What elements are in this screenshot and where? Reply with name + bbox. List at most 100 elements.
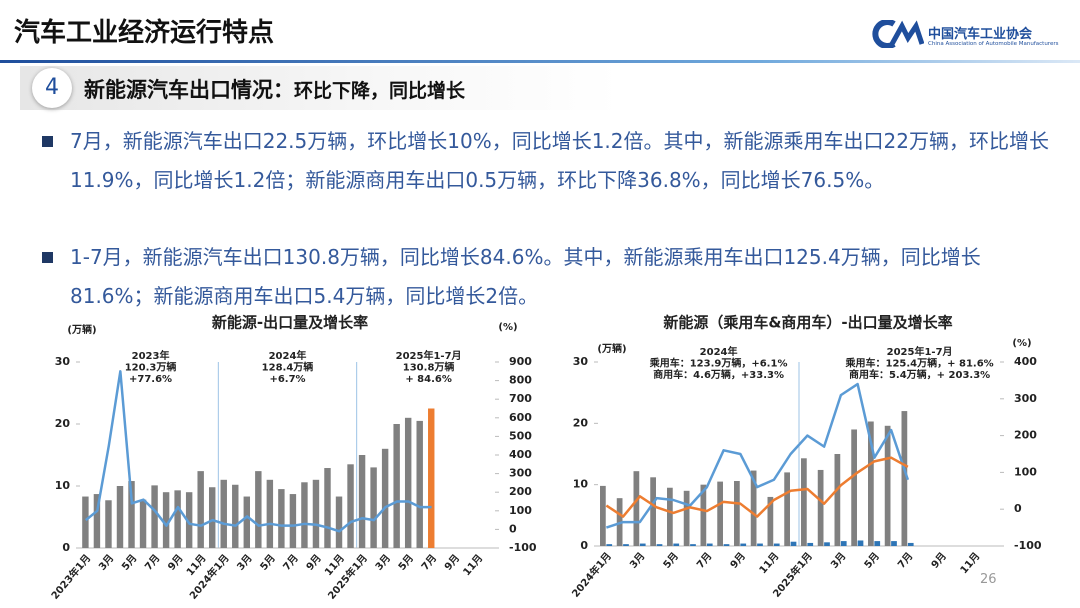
bar — [824, 542, 830, 546]
y-tick-label: 20 — [55, 417, 71, 430]
x-tick-label: 9月 — [728, 550, 748, 571]
x-tick-label: 7月 — [694, 550, 714, 571]
y2-tick-label: 200 — [509, 485, 532, 498]
x-tick-label: 2024年1月 — [569, 550, 614, 600]
bar — [93, 494, 101, 548]
bar — [289, 494, 297, 548]
bar — [656, 544, 663, 546]
bar — [767, 496, 774, 546]
line — [605, 456, 909, 518]
x-tick-label: 3月 — [373, 552, 393, 573]
annotation: 乘用车：123.9万辆，+6.1% — [649, 357, 788, 370]
bar — [393, 424, 400, 548]
y2-axis-label: (%) — [498, 322, 517, 333]
bar — [750, 470, 757, 546]
bar — [868, 421, 874, 546]
y-tick-label: 10 — [573, 478, 589, 491]
y2-tick-label: 900 — [509, 355, 532, 368]
x-tick-label: 5月 — [862, 550, 882, 571]
bar — [370, 467, 377, 548]
y2-tick-label: 400 — [509, 448, 532, 461]
bar — [639, 543, 646, 546]
x-tick-label: 11月 — [461, 552, 486, 578]
x-tick-label: 9月 — [442, 552, 462, 573]
bar — [633, 471, 640, 546]
bar — [773, 543, 780, 546]
annotation: 130.8万辆 — [403, 361, 455, 374]
bullet: 7月，新能源汽车出口22.5万辆，环比增长10%，同比增长1.2倍。其中，新能源… — [40, 122, 1050, 200]
bar — [834, 454, 841, 546]
y2-tick-label: 100 — [509, 504, 532, 517]
bar — [807, 542, 814, 546]
annotation: 商用车：4.6万辆，+33.3% — [653, 368, 784, 381]
logo-icon — [872, 20, 924, 48]
annotation: 128.4万辆 — [262, 361, 314, 374]
y2-tick-label: 800 — [509, 374, 532, 387]
annotation: +77.6% — [129, 374, 172, 385]
logo-name: 中国汽车工业协会 — [928, 27, 1033, 42]
y2-tick-label: 500 — [509, 429, 532, 442]
bar — [404, 417, 412, 548]
y-tick-label: 30 — [573, 355, 589, 368]
bar — [347, 464, 354, 548]
annotation: +6.7% — [269, 374, 305, 385]
bar — [335, 496, 343, 548]
bar — [232, 484, 239, 548]
y2-tick-label: -100 — [509, 541, 537, 554]
annotation: 2024年 — [269, 349, 307, 362]
y2-tick-label: 200 — [1014, 429, 1037, 442]
bar — [82, 496, 89, 548]
bar — [891, 541, 897, 546]
bar — [901, 411, 908, 546]
y-tick-label: 0 — [62, 541, 70, 554]
bar — [266, 479, 274, 548]
x-tick-label: 3月 — [828, 550, 848, 571]
header-rule — [0, 60, 1080, 63]
bar — [700, 484, 707, 546]
bar — [757, 543, 763, 546]
section-number: 4 — [32, 68, 72, 108]
x-tick-label: 3月 — [235, 552, 255, 573]
bar — [784, 472, 790, 546]
bar — [723, 544, 730, 546]
chart-title: 新能源-出口量及增长率 — [212, 314, 368, 332]
bar — [606, 544, 613, 546]
bar — [817, 469, 824, 546]
bar — [324, 468, 331, 548]
y-axis-label: (万辆) — [597, 342, 626, 355]
y2-tick-label: 100 — [1014, 465, 1037, 478]
bar — [623, 544, 629, 546]
x-tick-label: 9月 — [165, 552, 185, 573]
y2-tick-label: 400 — [1014, 355, 1037, 368]
annotation: + 84.6% — [405, 374, 452, 385]
bar — [381, 448, 389, 548]
bar — [907, 542, 914, 546]
bar — [734, 480, 740, 546]
y-axis-label: (万辆) — [67, 323, 96, 336]
bar — [174, 490, 181, 548]
bar — [208, 487, 216, 548]
y-tick-label: 0 — [580, 539, 588, 552]
x-tick-label: 3月 — [96, 552, 116, 573]
bar — [650, 477, 656, 546]
bar — [128, 481, 135, 548]
bar — [740, 543, 747, 546]
bar — [673, 543, 680, 546]
y2-tick-label: 0 — [1014, 502, 1022, 515]
y2-tick-label: 700 — [509, 392, 532, 405]
x-tick-label: 5月 — [396, 552, 416, 573]
x-tick-label: 9月 — [929, 550, 949, 571]
bar — [151, 485, 158, 548]
bar — [790, 541, 797, 546]
bar — [857, 540, 864, 546]
annotation: 2025年1-7月 — [887, 345, 953, 358]
bar — [301, 482, 308, 548]
bar — [139, 499, 147, 548]
section-band — [20, 66, 620, 110]
bar — [706, 543, 713, 546]
y2-tick-label: 300 — [1014, 392, 1037, 405]
bar — [358, 455, 366, 548]
y2-axis-label: (%) — [1012, 338, 1031, 349]
